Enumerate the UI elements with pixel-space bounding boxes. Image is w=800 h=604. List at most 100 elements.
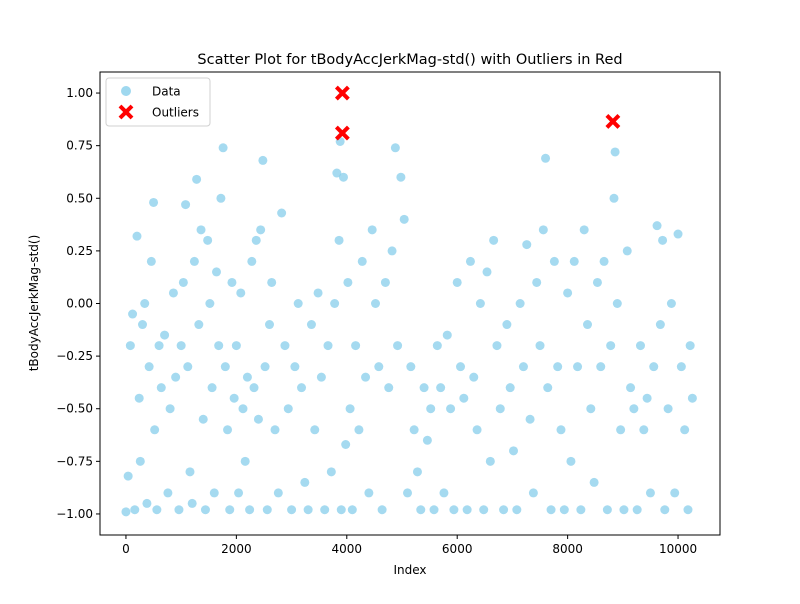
data-point [287, 505, 297, 515]
data-point [396, 172, 406, 182]
data-point [456, 362, 466, 372]
data-point [596, 362, 606, 372]
data-point [663, 404, 673, 414]
data-point [676, 362, 686, 372]
data-point [192, 174, 202, 184]
data-point [465, 256, 475, 266]
data-point [310, 425, 320, 435]
data-point [632, 505, 642, 515]
data-point [499, 505, 509, 515]
data-point [569, 256, 579, 266]
data-point [509, 446, 519, 456]
data-point [196, 225, 206, 235]
data-point [462, 505, 472, 515]
data-point [183, 362, 193, 372]
data-point [198, 414, 208, 424]
data-point [374, 362, 384, 372]
data-point [479, 505, 489, 515]
data-point [543, 383, 553, 393]
data-point [589, 477, 599, 487]
data-point [283, 404, 293, 414]
data-point [553, 362, 563, 372]
data-point [332, 168, 342, 178]
y-axis-label: tBodyAccJerkMag-std() [27, 235, 41, 372]
data-point [592, 277, 602, 287]
data-point [505, 383, 515, 393]
data-point [658, 235, 668, 245]
data-point [515, 299, 525, 308]
data-point [207, 383, 217, 393]
data-point [538, 225, 548, 235]
data-point [616, 425, 626, 435]
data-point [482, 267, 492, 277]
outlier-point [334, 85, 350, 101]
data-point [429, 505, 439, 515]
x-tick-label: 8000 [552, 542, 583, 556]
data-point [546, 505, 556, 515]
data-point [260, 362, 270, 372]
y-tick-label: −0.25 [56, 349, 93, 363]
data-point [211, 267, 221, 277]
data-point [236, 288, 246, 298]
data-point [419, 383, 429, 393]
data-point [602, 505, 612, 515]
outlier-point [605, 114, 621, 129]
plot-area [100, 72, 720, 535]
data-point [280, 341, 290, 351]
data-point [639, 425, 649, 435]
data-point [297, 383, 307, 393]
data-point [134, 393, 144, 403]
y-tick-label: 1.00 [66, 86, 93, 100]
data-point [492, 341, 502, 351]
data-point [422, 435, 432, 445]
data-point [336, 505, 346, 515]
data-point [293, 299, 303, 308]
data-point [343, 277, 353, 287]
data-point [216, 193, 226, 203]
legend-data-marker [121, 86, 131, 96]
data-point [426, 404, 436, 414]
data-point [541, 153, 551, 163]
data-point [652, 221, 662, 231]
data-point [249, 383, 259, 393]
data-point [532, 277, 542, 287]
data-point [449, 505, 459, 515]
data-point [247, 256, 257, 266]
data-point [334, 235, 344, 245]
data-point [303, 505, 313, 515]
data-point [351, 341, 361, 351]
data-point [512, 505, 522, 515]
data-point [245, 505, 255, 515]
data-point [240, 456, 250, 466]
data-point [316, 372, 326, 382]
data-point [262, 505, 272, 515]
data-point [403, 488, 413, 498]
data-point [300, 477, 310, 487]
chart-title: Scatter Plot for tBodyAccJerkMag-std() w… [197, 52, 622, 68]
data-point [559, 505, 569, 515]
data-point [171, 372, 181, 382]
data-point [452, 277, 462, 287]
data-point [622, 246, 632, 256]
data-point [347, 505, 357, 515]
data-point [152, 505, 162, 515]
data-point [165, 404, 175, 414]
data-point [234, 488, 244, 498]
x-tick-label: 2000 [221, 542, 252, 556]
data-point [566, 456, 576, 466]
data-point [685, 341, 695, 351]
data-point [218, 143, 228, 153]
data-point [150, 425, 160, 435]
data-point [642, 393, 652, 403]
data-point [528, 488, 538, 498]
data-point [209, 488, 219, 498]
data-point [130, 505, 140, 515]
legend-box [105, 77, 211, 127]
data-point [125, 341, 135, 351]
data-point [683, 505, 693, 515]
y-tick-label: −0.75 [56, 454, 93, 468]
data-point [673, 229, 683, 239]
data-point [238, 404, 248, 414]
data-point [645, 488, 655, 498]
